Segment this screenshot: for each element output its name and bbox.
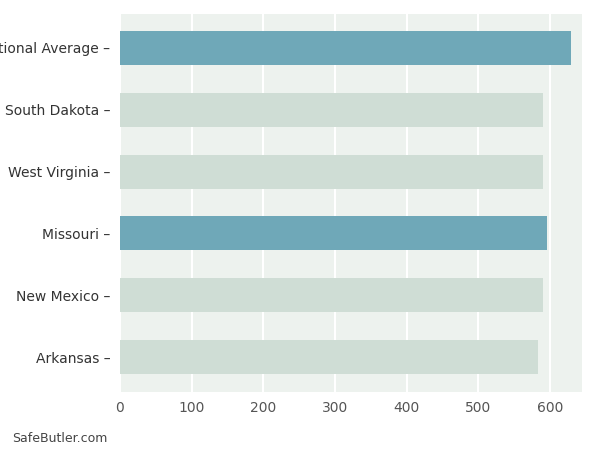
Bar — [120, 93, 544, 126]
Bar — [120, 216, 547, 251]
Bar — [120, 340, 538, 374]
Text: SafeButler.com: SafeButler.com — [12, 432, 107, 446]
Bar — [120, 31, 571, 65]
Bar — [120, 279, 542, 312]
Bar — [120, 154, 542, 189]
